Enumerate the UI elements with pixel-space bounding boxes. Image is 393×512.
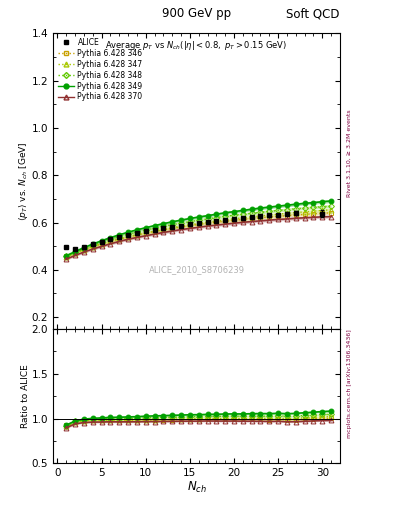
Y-axis label: $\langle p_T \rangle$ vs. $N_{ch}$ [GeV]: $\langle p_T \rangle$ vs. $N_{ch}$ [GeV] xyxy=(17,141,30,221)
Text: mcplots.cern.ch [arXiv:1306.3436]: mcplots.cern.ch [arXiv:1306.3436] xyxy=(347,330,352,438)
Legend: ALICE, Pythia 6.428 346, Pythia 6.428 347, Pythia 6.428 348, Pythia 6.428 349, P: ALICE, Pythia 6.428 346, Pythia 6.428 34… xyxy=(55,35,145,104)
Text: 900 GeV pp: 900 GeV pp xyxy=(162,8,231,20)
X-axis label: $N_{ch}$: $N_{ch}$ xyxy=(187,480,206,495)
Y-axis label: Ratio to ALICE: Ratio to ALICE xyxy=(21,364,30,428)
Text: Rivet 3.1.10, ≥ 3.2M events: Rivet 3.1.10, ≥ 3.2M events xyxy=(347,110,352,198)
Text: Average $p_T$ vs $N_{ch}(|\eta| < 0.8,\ p_T > 0.15$ GeV): Average $p_T$ vs $N_{ch}(|\eta| < 0.8,\ … xyxy=(105,39,288,52)
Text: Soft QCD: Soft QCD xyxy=(286,8,340,20)
Text: ALICE_2010_S8706239: ALICE_2010_S8706239 xyxy=(149,265,244,274)
